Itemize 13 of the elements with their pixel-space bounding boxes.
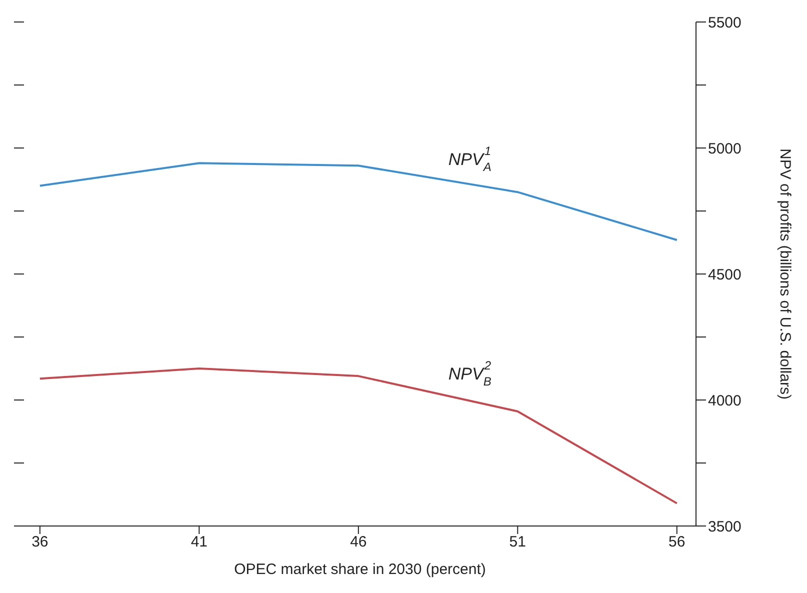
y-tick-label: 3500 — [708, 518, 742, 536]
y-tick-label: 5000 — [708, 140, 742, 158]
x-tick-label: 46 — [350, 534, 367, 551]
x-tick-label: 41 — [190, 534, 208, 551]
y-tick-label: 4500 — [708, 266, 742, 284]
x-tick-label: 51 — [509, 534, 526, 551]
y-tick-label: 4000 — [708, 392, 742, 410]
y-tick-label: 5500 — [708, 14, 742, 32]
x-tick-label: 36 — [32, 534, 48, 551]
x-tick-label: 56 — [668, 534, 686, 551]
x-axis-title: OPEC market share in 2030 (percent) — [234, 561, 486, 578]
y-axis-title: NPV of profits (billions of U.S. dollars) — [776, 148, 794, 400]
line-series — [38, 368, 678, 504]
